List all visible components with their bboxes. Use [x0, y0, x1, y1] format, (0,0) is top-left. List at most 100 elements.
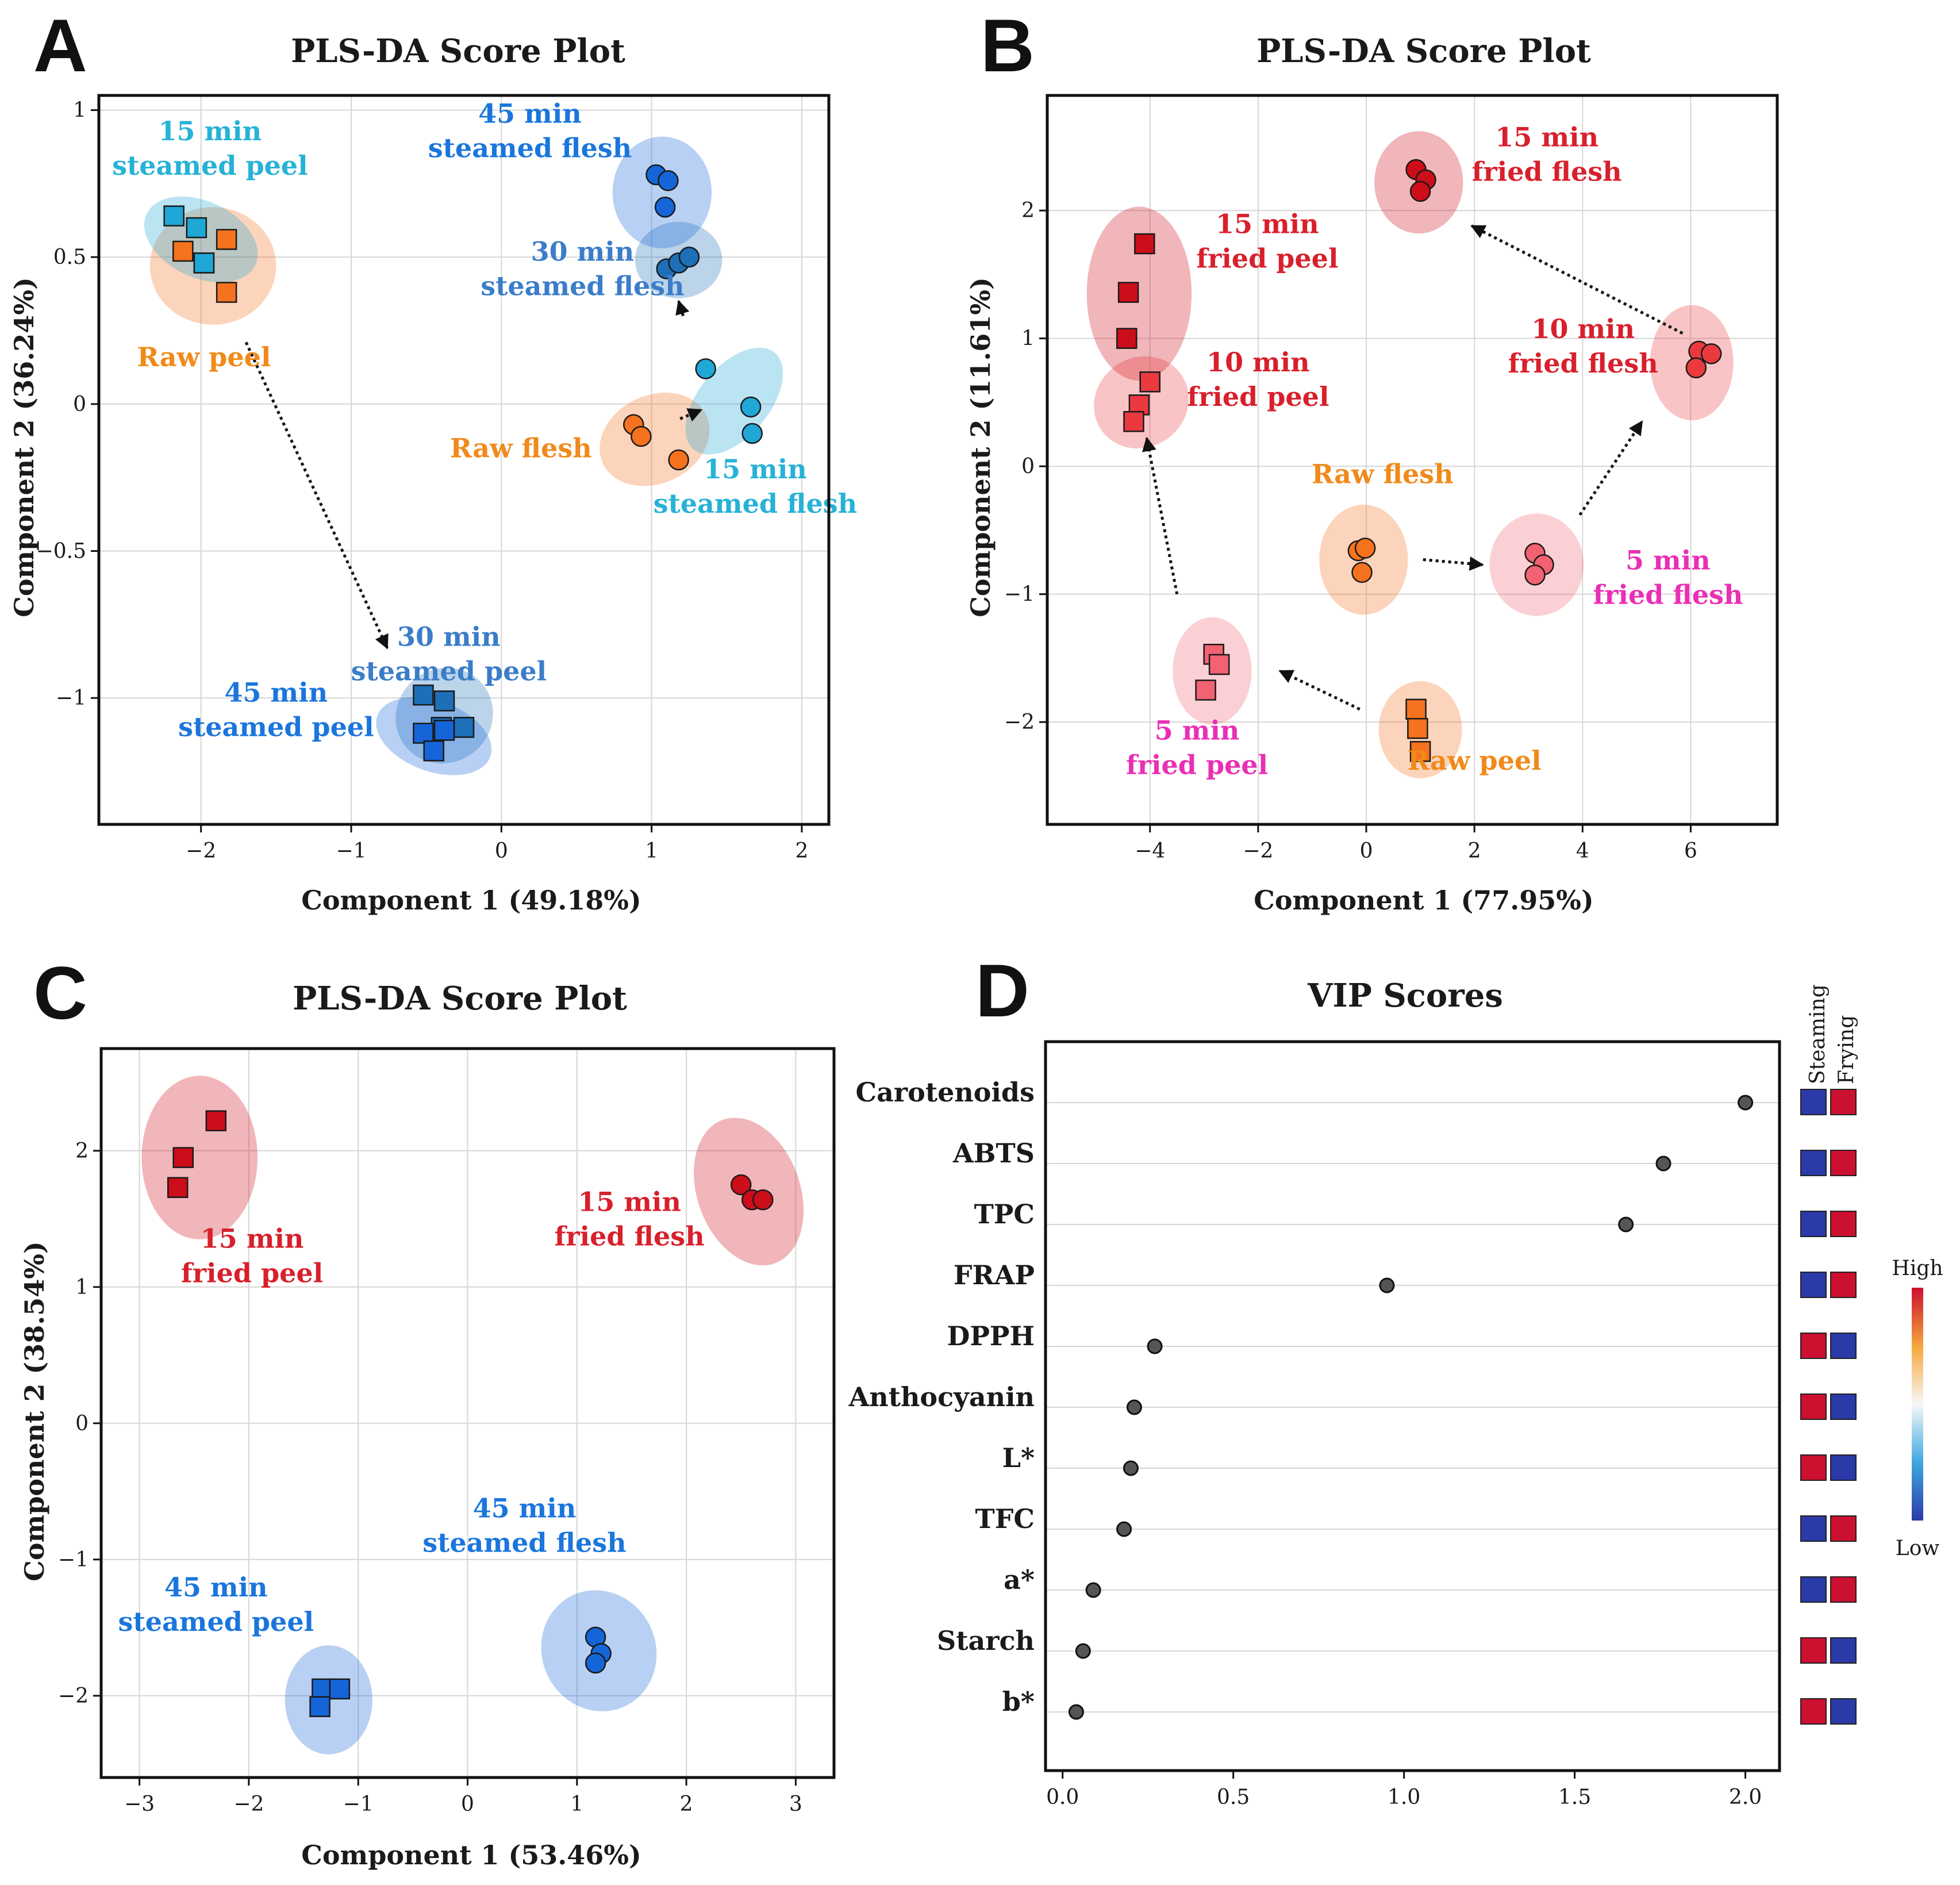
point-5-min-fried-flesh [1524, 564, 1546, 586]
panel-a-arrows [244, 300, 703, 650]
heatmap-cell-dpph-steaming [1800, 1333, 1827, 1359]
vip-point-carotenoids [1738, 1095, 1754, 1111]
panel-c-ylabel: Component 2 (38.54%) [19, 1241, 50, 1581]
panel-c-title: PLS-DA Score Plot [293, 980, 627, 1018]
heatmap-cell-abts-frying [1830, 1150, 1857, 1176]
vip-label-dpph: DPPH [947, 1320, 1035, 1352]
vip-xtick-label: 0.0 [1046, 1786, 1079, 1809]
point-15-min-steamed-peel [193, 252, 215, 274]
vip-xtick-label: 2.0 [1729, 1786, 1762, 1809]
panel-a-xtick-label: 0 [495, 839, 508, 863]
label-45-min-steamed-peel: steamed peel [118, 1606, 314, 1637]
label-15-min-steamed-flesh: steamed flesh [654, 488, 857, 519]
panel-c-points [167, 1110, 774, 1718]
colorbar [1912, 1288, 1923, 1521]
vip-label-tfc: TFC [975, 1503, 1035, 1534]
panel-a-ytick-label: −1 [56, 686, 86, 710]
panel-a-grid [99, 95, 829, 824]
colorbar-low-label: Low [1896, 1537, 1940, 1560]
point-15-min-steamed-flesh [740, 396, 762, 418]
point-raw-peel [1407, 717, 1428, 739]
panel-c-xtick-label: −2 [233, 1792, 264, 1816]
ellipse-15-min-steamed-flesh [685, 347, 783, 455]
panel-d-rows: Carotenoids ABTS TPC FRAP DPPH Anthocyanin L* T… [848, 1077, 1780, 1720]
panel-c-ytick-label: 2 [75, 1139, 89, 1163]
panel-c-xtick-label: 1 [570, 1792, 583, 1816]
vip-label-frap: FRAP [954, 1260, 1035, 1291]
panel-c-xtick-label: 2 [680, 1792, 693, 1816]
point-15-min-fried-peel [205, 1110, 227, 1131]
panel-d-title: VIP Scores [1307, 977, 1503, 1015]
panel-c-xtick-label: 3 [789, 1792, 802, 1816]
point-15-min-fried-peel [167, 1177, 189, 1198]
point-30-min-steamed-peel [433, 690, 455, 712]
panel-d-ticks: 0.0 0.5 1.0 1.5 2.0 [1046, 1771, 1762, 1809]
panel-a-ellipses [144, 136, 783, 776]
point-45-min-steamed-peel [413, 723, 434, 744]
label-raw-flesh: Raw flesh [450, 433, 592, 464]
vip-label-carotenoids: Carotenoids [855, 1077, 1035, 1108]
point-10-min-fried-flesh [1700, 343, 1722, 364]
label-45-min-steamed-peel: 45 min [225, 677, 328, 708]
heatmap-cell-tpc-steaming [1800, 1211, 1827, 1237]
heatmap-cell-b-steaming [1800, 1698, 1827, 1725]
panel-b-ytick-label: 0 [1021, 455, 1035, 478]
label-15-min-fried-flesh: 15 min [578, 1186, 681, 1217]
vip-label-a: a* [1004, 1564, 1035, 1595]
vip-label-starch: Starch [937, 1625, 1035, 1656]
label-30-min-steamed-peel: 30 min [397, 621, 501, 652]
panel-b-ytick-label: −2 [1004, 711, 1035, 734]
panel-a-letter: A [33, 3, 87, 87]
panel-c-xtick-label: −1 [343, 1792, 374, 1816]
panel-b: B PLS-DA Score Plot −4 −2 0 2 4 6 2 1 0 −1 −2 Raw … [965, 3, 1779, 916]
panel-a-xtick-label: −1 [336, 839, 366, 863]
label-15-min-steamed-peel: 15 min [159, 116, 262, 147]
panel-a-xtick-label: 2 [795, 839, 809, 863]
vip-point-dpph [1147, 1338, 1163, 1354]
heatmap-cell-tfc-frying [1830, 1515, 1857, 1542]
heatmap-cell-starch-steaming [1800, 1637, 1827, 1664]
panel-b-frame [1046, 94, 1779, 826]
panel-b-ytick-label: −1 [1004, 583, 1035, 606]
label-5-min-fried-flesh: fried flesh [1593, 579, 1743, 611]
point-raw-peel [216, 282, 237, 303]
point-10-min-fried-peel [1123, 411, 1144, 432]
panel-b-ylabel: Component 2 (11.61%) [965, 277, 996, 617]
point-45-min-steamed-peel [423, 740, 444, 762]
panel-b-xlabel: Component 1 (77.95%) [1254, 885, 1594, 916]
point-15-min-steamed-flesh [741, 423, 763, 444]
heatmap-cell-a-steaming [1800, 1576, 1827, 1603]
label-5-min-fried-flesh: 5 min [1625, 545, 1711, 576]
label-5-min-fried-peel: fried peel [1126, 750, 1268, 781]
panel-b-xtick-label: 0 [1360, 839, 1373, 863]
vip-label-l: L* [1002, 1442, 1035, 1473]
panel-c-frame [99, 1047, 836, 1779]
panel-b-arrow [1142, 436, 1179, 595]
heatmap-cell-anthocyanin-frying [1830, 1393, 1857, 1420]
label-15-min-fried-flesh: fried flesh [1472, 156, 1622, 187]
colorbar-high-label: High [1892, 1257, 1943, 1280]
panel-d-frame [1044, 1040, 1781, 1772]
point-raw-peel [172, 240, 194, 262]
point-15-min-fried-flesh [1409, 181, 1431, 202]
label-15-min-fried-peel: fried peel [1196, 243, 1338, 274]
vip-point-starch [1075, 1643, 1091, 1659]
vip-label-tpc: TPC [974, 1199, 1035, 1230]
point-raw-peel [1409, 740, 1431, 762]
heatmap-cell-frap-frying [1830, 1272, 1857, 1298]
label-15-min-fried-peel: fried peel [181, 1257, 323, 1288]
panel-c-xlabel: Component 1 (53.46%) [301, 1840, 641, 1871]
label-raw-peel: Raw peel [1408, 745, 1542, 776]
heatmap-cell-dpph-frying [1830, 1333, 1857, 1359]
point-raw-flesh [668, 449, 689, 471]
heatmap-cell-l-steaming [1800, 1454, 1827, 1481]
point-45-min-steamed-peel [433, 720, 455, 741]
point-45-min-steamed-peel [312, 1678, 333, 1700]
panel-a-ylabel: Component 2 (36.24%) [9, 277, 40, 617]
ellipse-45-min-steamed-flesh [612, 136, 712, 248]
label-30-min-steamed-flesh: steamed flesh [481, 271, 684, 302]
point-raw-flesh [1354, 538, 1376, 559]
point-raw-flesh [631, 425, 652, 447]
